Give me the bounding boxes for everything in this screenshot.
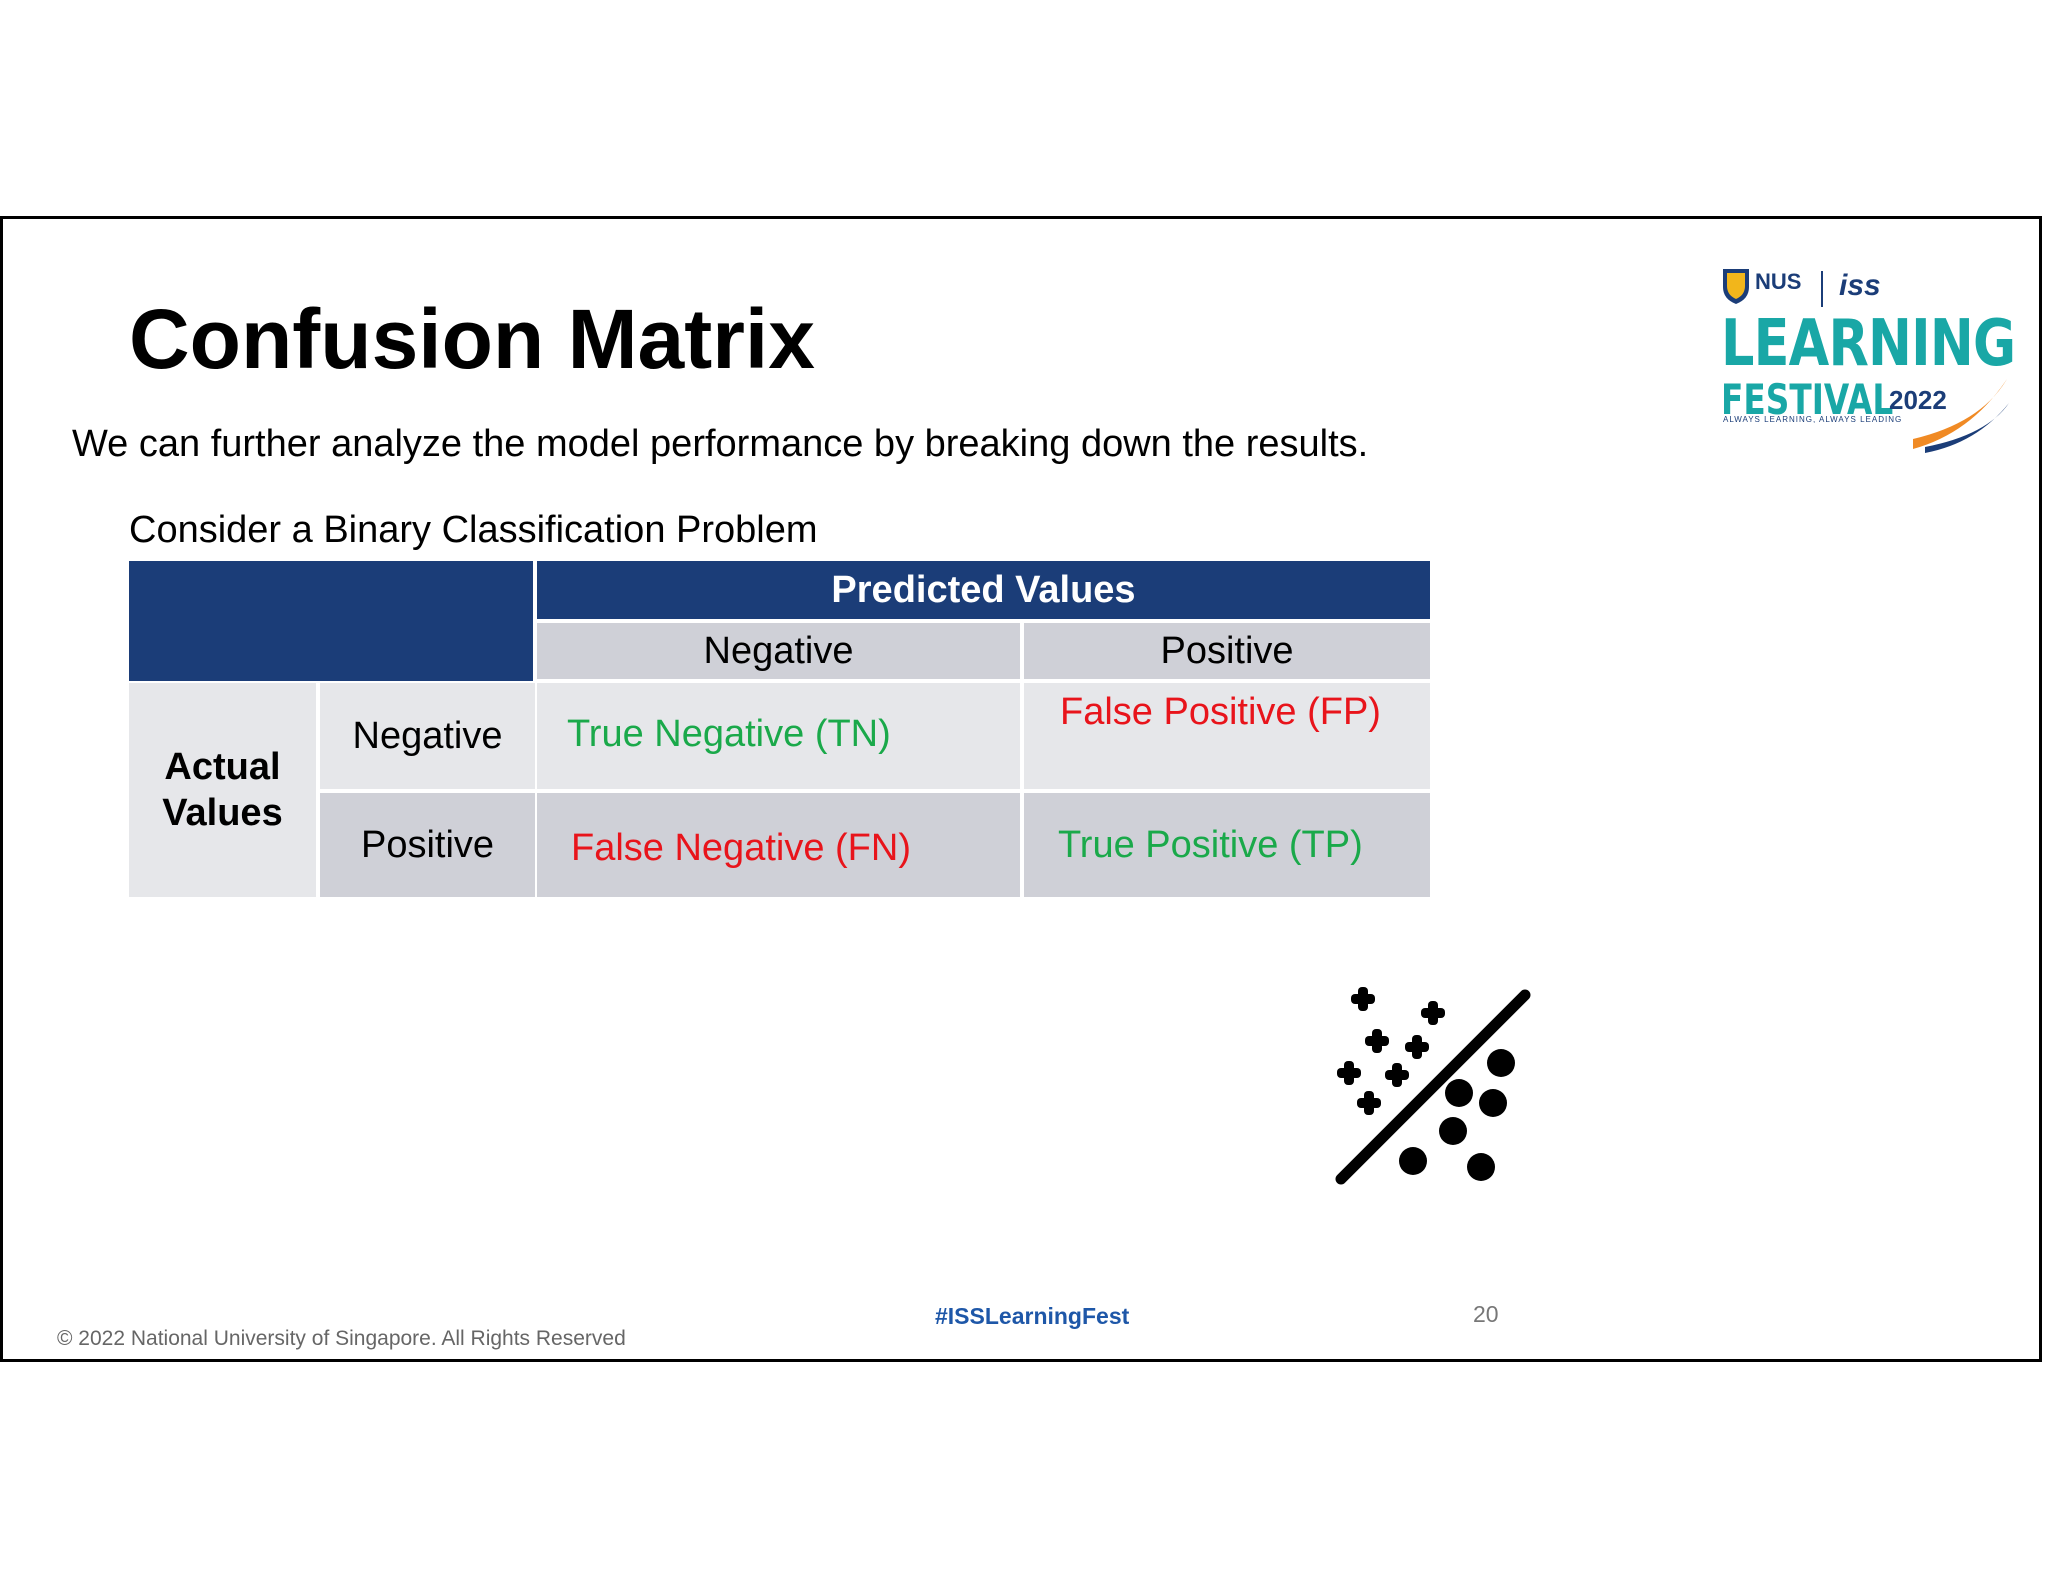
predicted-negative-header: Negative [537,623,1020,679]
actual-values-line2: Values [162,792,283,834]
logo-year-text: 2022 [1889,385,1947,415]
matrix-corner-cell [129,561,533,681]
slide-subtitle: We can further analyze the model perform… [72,423,1369,465]
false-negative-cell: False Negative (FN) [537,793,1020,897]
logo-festival-text: FESTIVAL [1721,375,1894,424]
actual-positive-header: Positive [320,793,535,897]
hashtag-text: #ISSLearningFest [935,1303,1130,1329]
true-positive-cell: True Positive (TP) [1024,793,1430,897]
logo-tagline: ALWAYS LEARNING, ALWAYS LEADING [1723,415,1903,424]
predicted-positive-header: Positive [1024,623,1430,679]
confusion-matrix-table: Predicted Values Negative Positive Actua… [129,561,1434,897]
actual-negative-header: Negative [320,683,535,789]
page-number: 20 [1473,1301,1499,1327]
logo-iss-text: iss [1839,269,1881,302]
logo-nus-text: NUS [1755,269,1802,294]
predicted-values-header: Predicted Values [537,561,1430,619]
copyright-text: © 2022 National University of Singapore.… [57,1327,626,1350]
slide-title: Confusion Matrix [129,292,815,386]
false-positive-cell: False Positive (FP) [1024,683,1430,789]
actual-values-header: Actual Values [129,683,316,897]
logo-swoosh-icon [1913,379,2009,453]
true-negative-cell: True Negative (TN) [537,683,1020,789]
logo-divider [1821,271,1823,307]
nus-crest-icon [1723,269,1749,304]
logo-learning-text: LEARNING [1721,307,2016,381]
classification-icon [1335,987,1531,1185]
learning-festival-logo: NUS iss LEARNING FESTIVAL 2022 ALWAYS LE… [1721,263,2016,453]
actual-values-line1: Actual [164,746,281,788]
slide: Confusion Matrix We can further analyze … [0,216,2042,1362]
problem-statement: Consider a Binary Classification Problem [129,509,818,551]
